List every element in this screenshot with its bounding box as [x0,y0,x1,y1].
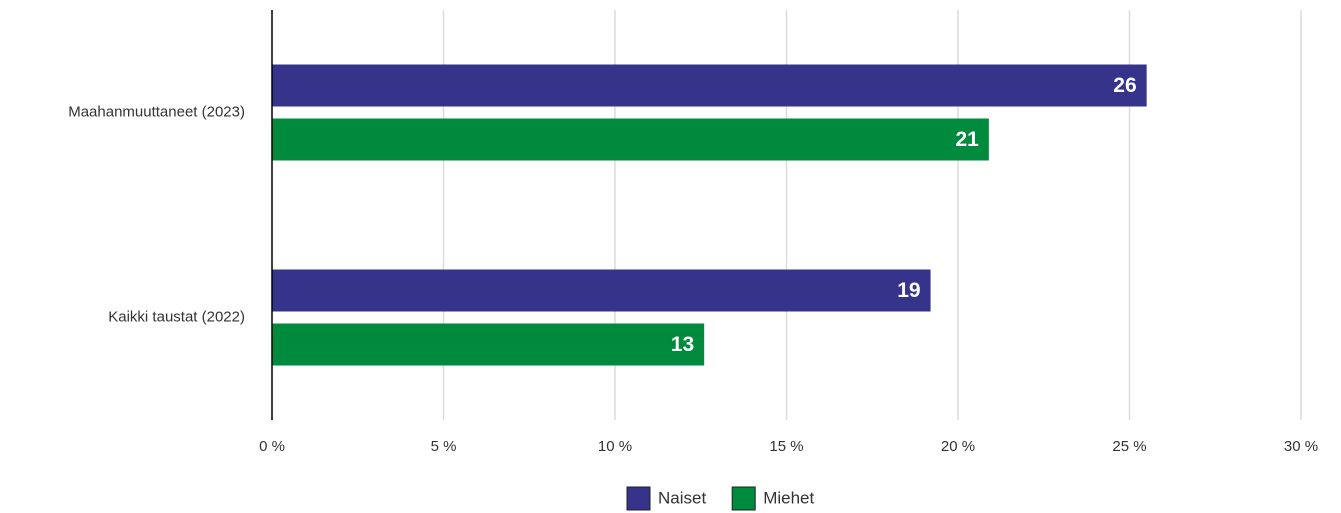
legend-label: Miehet [763,488,814,507]
x-tick-label: 10 % [598,438,632,455]
legend-swatch [626,486,651,511]
bar [272,269,931,312]
bar [272,323,705,366]
bar [272,118,989,161]
legend-swatch [731,486,756,511]
x-tick-label: 25 % [1112,438,1146,455]
category-label: Maahanmuuttaneet (2023) [68,103,245,120]
legend-label: Naiset [658,488,706,507]
x-tick-label: 15 % [769,438,803,455]
value-label: 26 [1113,74,1136,97]
x-tick-label: 30 % [1284,438,1318,455]
x-tick-label: 20 % [941,438,975,455]
value-label: 13 [671,333,694,356]
x-tick-label: 0 % [259,438,285,455]
value-label: 19 [897,279,920,302]
x-tick-label: 5 % [431,438,457,455]
category-label: Kaikki taustat (2022) [108,308,245,325]
bar [272,64,1147,107]
value-label: 21 [956,128,980,151]
